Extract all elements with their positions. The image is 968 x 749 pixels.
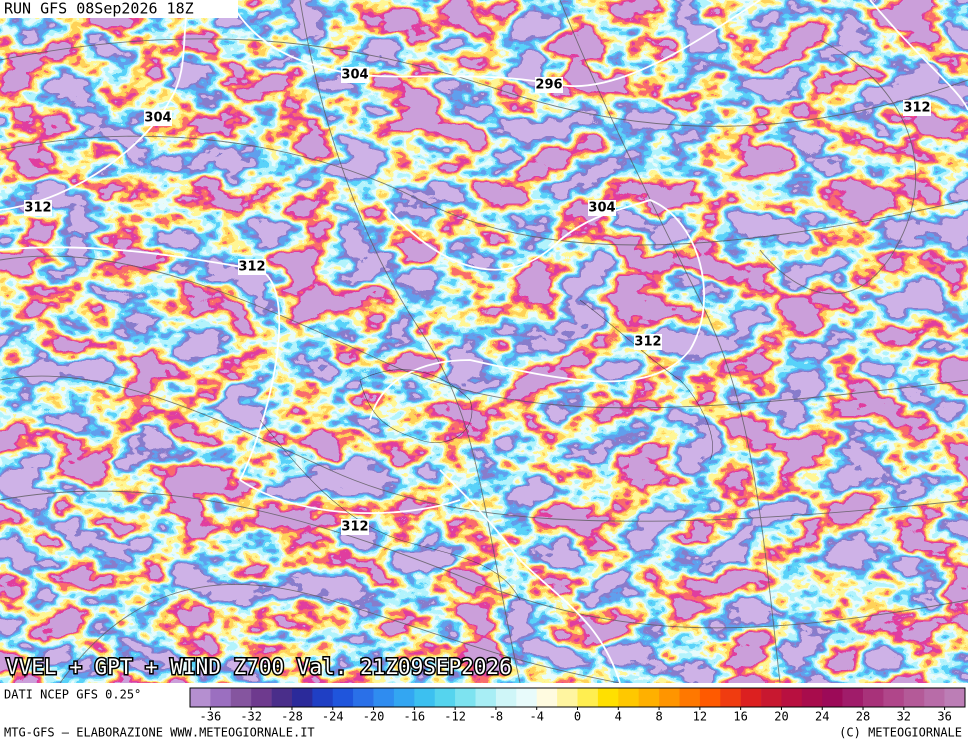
colorbar-swatch <box>557 688 578 707</box>
colorbar-tick-label: -8 <box>489 710 503 724</box>
coastlines <box>259 299 713 601</box>
colorbar-tick-label: -32 <box>240 710 262 724</box>
colorbar-swatch <box>903 688 925 707</box>
colorbar-swatch <box>638 688 660 707</box>
map-title: VVEL + GPT + WIND Z700 Val. 21Z09SEP2026 <box>6 655 512 679</box>
vertical-velocity-field <box>0 0 968 683</box>
colorbar-tick-label: -36 <box>200 710 222 724</box>
colorbar-tick-label: -16 <box>403 710 425 724</box>
colorbar-swatch <box>924 688 945 707</box>
contour-label: 304 <box>341 68 368 83</box>
colorbar-tick-label: -28 <box>281 710 303 724</box>
colorbar-tick-label: 28 <box>856 710 870 724</box>
colorbar-swatch <box>863 688 884 707</box>
colorbar-tick-label: 16 <box>733 710 747 724</box>
colorbar-swatch <box>720 688 741 707</box>
contour-label: 304 <box>588 201 615 216</box>
footer-copyright: (C) METEOGIORNALE <box>839 726 962 740</box>
contour-label: 312 <box>634 335 661 350</box>
colorbar-tick-label: 36 <box>937 710 951 724</box>
colorbar-swatch <box>801 688 823 707</box>
colorbar-tick-label: 8 <box>655 710 662 724</box>
wind-streamlines <box>0 0 968 684</box>
colorbar-tick-label: -4 <box>529 710 543 724</box>
colorbar-swatch <box>842 688 864 707</box>
colorbar-swatch <box>434 688 456 707</box>
colorbar-tick-label: 24 <box>815 710 829 724</box>
contour-labels: 304 296 304 312 312 304 312 312 312 <box>24 67 931 535</box>
contour-label: 312 <box>341 520 368 535</box>
colorbar-swatch <box>679 688 701 707</box>
colorbar-swatch <box>740 688 762 707</box>
colorbar-swatch <box>414 688 436 707</box>
contour-label-bg <box>588 200 616 216</box>
colorbar-swatch <box>210 688 232 707</box>
colorbar-swatch <box>373 688 395 707</box>
contour-label: 312 <box>903 101 930 116</box>
colorbar-tick-label: -12 <box>444 710 466 724</box>
colorbar-swatch <box>291 688 313 707</box>
footer-credit: MTG-GFS — ELABORAZIONE WWW.METEOGIORNALE… <box>4 726 315 740</box>
contour-label: 312 <box>24 201 51 216</box>
colorbar-swatch <box>312 688 334 707</box>
colorbar-swatch <box>822 688 843 707</box>
colorbar-swatch <box>455 688 476 707</box>
colorbar-tick-label: 12 <box>693 710 707 724</box>
colorbar-swatch <box>597 688 619 707</box>
colorbar-swatch <box>516 688 538 707</box>
colorbar-tick-label: -24 <box>322 710 344 724</box>
colorbar-swatch <box>944 688 966 707</box>
colorbar: -36 -32 -28 -24 -20 -16 -12 -8 -4 0 4 8 12 16 20 24 28 32… <box>189 687 966 724</box>
contour-label-bg <box>238 259 266 275</box>
contour-label-bg <box>341 519 369 535</box>
colorbar-tick-label: -20 <box>363 710 385 724</box>
colorbar-swatch <box>577 688 599 707</box>
contour-label: 304 <box>144 111 171 126</box>
colorbar-swatch <box>475 688 497 707</box>
colorbar-tick-label: 32 <box>897 710 911 724</box>
source-label: DATI NCEP GFS 0.25° <box>4 688 141 702</box>
colorbar-tick-label: 0 <box>574 710 581 724</box>
contour-label-bg <box>634 334 662 350</box>
colorbar-swatch <box>230 688 252 707</box>
colorbar-swatch <box>190 688 211 707</box>
colorbar-tick-label: 20 <box>774 710 788 724</box>
colorbar-swatch <box>761 688 782 707</box>
colorbar-swatch <box>353 688 374 707</box>
run-label-bg <box>0 0 238 18</box>
colorbar-swatch <box>883 688 905 707</box>
contour-label-bg <box>903 100 931 116</box>
contour-label: 312 <box>238 260 265 275</box>
map <box>0 0 968 684</box>
contour-label-bg <box>535 77 563 93</box>
colorbar-swatch <box>495 688 517 707</box>
colorbar-swatch <box>332 688 354 707</box>
contour-label-bg <box>144 110 172 126</box>
colorbar-swatch <box>393 688 415 707</box>
run-label: RUN GFS 08Sep2026 18Z <box>4 0 194 18</box>
contour-label: 296 <box>535 78 562 93</box>
colorbar-swatch <box>618 688 639 707</box>
contour-label-bg <box>24 200 52 216</box>
colorbar-swatch <box>271 688 293 707</box>
contour-label-bg <box>341 67 369 83</box>
colorbar-swatch <box>659 688 680 707</box>
colorbar-swatch <box>699 688 721 707</box>
colorbar-swatch <box>251 688 272 707</box>
colorbar-tick-label: 4 <box>615 710 622 724</box>
colorbar-swatch <box>781 688 803 707</box>
colorbar-swatch <box>536 688 558 707</box>
